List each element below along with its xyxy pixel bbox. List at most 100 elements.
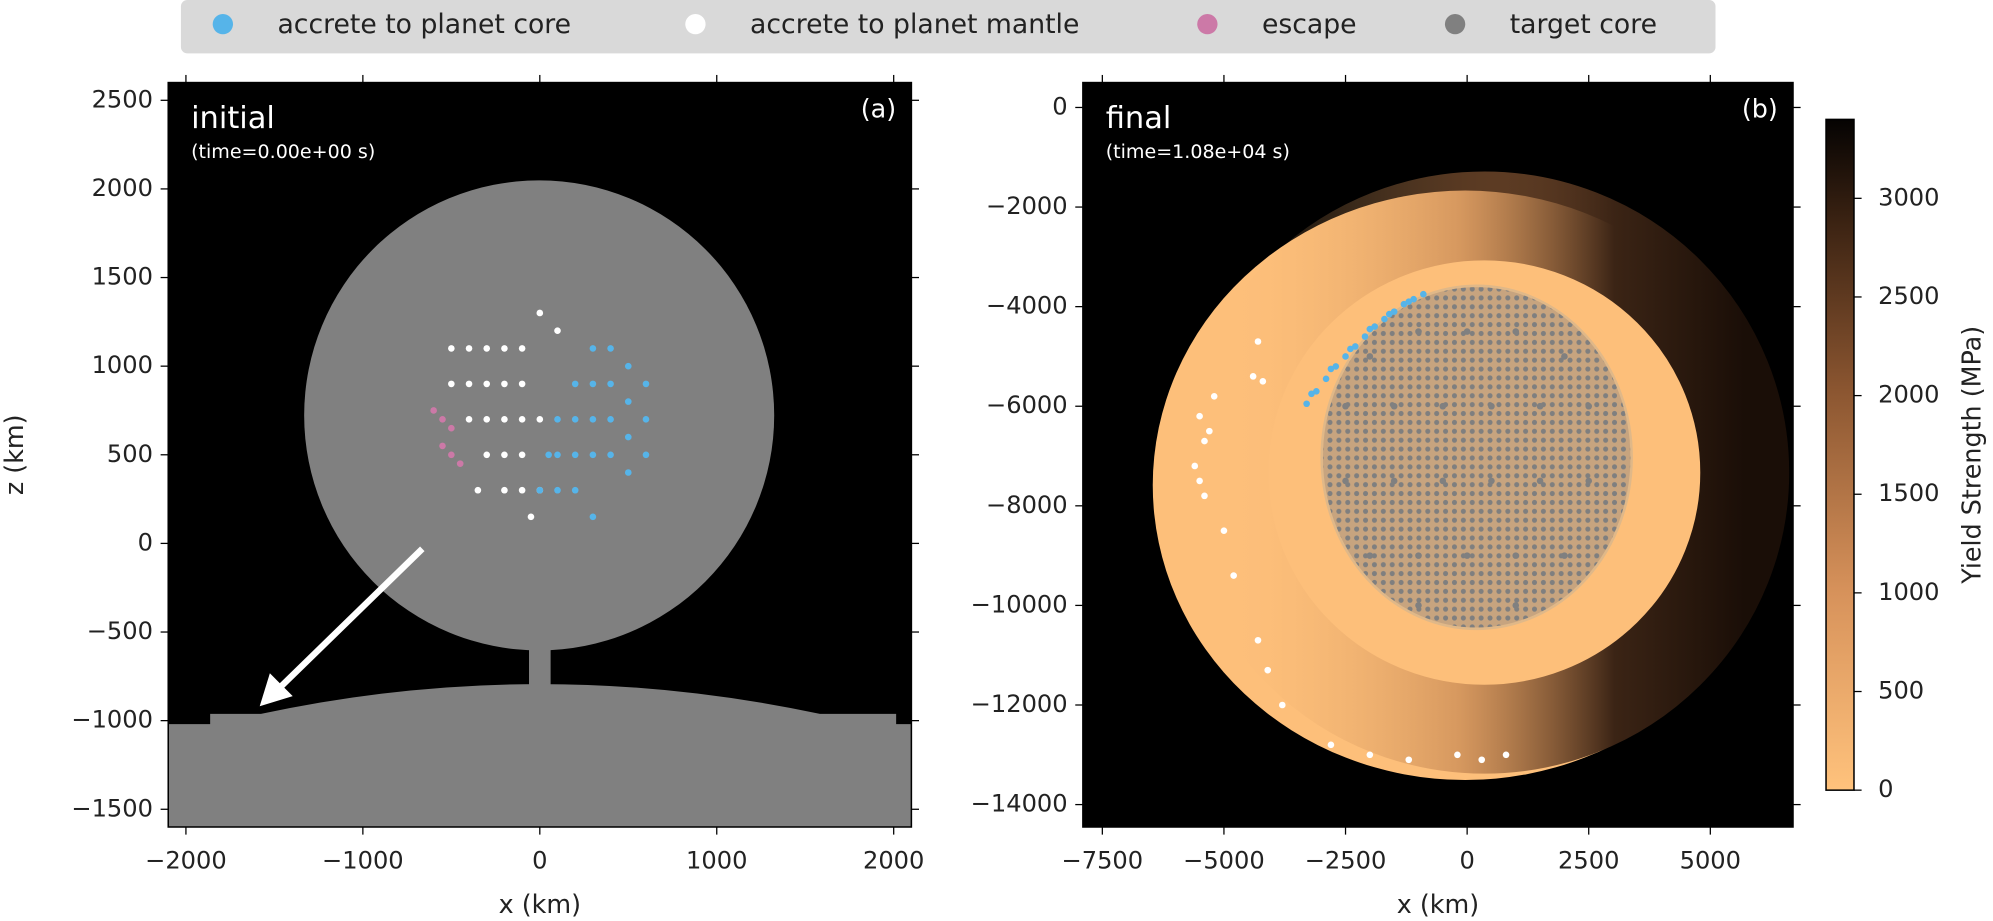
point bbox=[1561, 552, 1568, 559]
point bbox=[607, 416, 614, 423]
point bbox=[1371, 323, 1379, 330]
x-tick-label: −5000 bbox=[1183, 846, 1265, 874]
point bbox=[483, 380, 491, 388]
x-tick-label: 2500 bbox=[1558, 846, 1619, 874]
point bbox=[571, 486, 579, 494]
point bbox=[1512, 602, 1520, 609]
legend-label: accrete to planet mantle bbox=[750, 9, 1079, 40]
panel-b-field bbox=[1082, 82, 1794, 827]
point bbox=[518, 380, 526, 388]
point bbox=[1230, 572, 1237, 579]
point bbox=[1351, 343, 1359, 350]
point bbox=[527, 513, 535, 521]
legend-marker bbox=[1444, 13, 1466, 35]
point bbox=[518, 345, 526, 352]
y-tick-label: 500 bbox=[107, 440, 153, 468]
point bbox=[1366, 353, 1374, 360]
point bbox=[1488, 402, 1495, 410]
legend-label: escape bbox=[1262, 9, 1357, 40]
point bbox=[1327, 741, 1335, 749]
point bbox=[571, 416, 579, 423]
colorbar-tick-label: 2500 bbox=[1878, 282, 1939, 310]
point bbox=[624, 469, 632, 476]
point bbox=[1342, 353, 1349, 360]
point bbox=[607, 380, 614, 388]
y-tick-label: −8000 bbox=[986, 491, 1068, 519]
point bbox=[448, 451, 455, 459]
point bbox=[1366, 552, 1374, 559]
panel-subtitle: (time=0.00e+00 s) bbox=[191, 141, 375, 163]
point bbox=[571, 380, 579, 388]
y-tick-label: −1000 bbox=[71, 706, 153, 734]
point bbox=[1322, 375, 1330, 383]
point bbox=[1585, 402, 1593, 410]
point bbox=[607, 345, 614, 352]
panel-title: initial bbox=[191, 101, 275, 136]
y-tick-label: −10000 bbox=[971, 590, 1068, 618]
point bbox=[483, 345, 491, 352]
point bbox=[1366, 751, 1374, 759]
point bbox=[1463, 328, 1471, 335]
point bbox=[1439, 402, 1447, 410]
point bbox=[465, 345, 473, 352]
point bbox=[1390, 477, 1398, 485]
point bbox=[448, 380, 455, 388]
point bbox=[1390, 308, 1398, 315]
point bbox=[1415, 602, 1422, 609]
colorbar-tick-label: 2000 bbox=[1878, 381, 1939, 409]
colorbar-tick-label: 1500 bbox=[1878, 479, 1939, 507]
point bbox=[624, 362, 632, 370]
point bbox=[624, 398, 632, 405]
panel-tag: (a) bbox=[861, 94, 896, 124]
point bbox=[1390, 402, 1398, 410]
point bbox=[448, 424, 455, 432]
point bbox=[1585, 477, 1593, 485]
point bbox=[518, 451, 526, 459]
y-tick-label: 0 bbox=[1052, 92, 1067, 120]
colorbar-tick-label: 0 bbox=[1878, 775, 1893, 803]
point bbox=[536, 486, 544, 494]
panel-title: final bbox=[1106, 101, 1172, 136]
point bbox=[1415, 328, 1422, 335]
point bbox=[448, 345, 455, 352]
point bbox=[1332, 363, 1340, 370]
panel-tag: (b) bbox=[1742, 94, 1778, 124]
y-tick-label: −1500 bbox=[71, 794, 153, 822]
point bbox=[439, 442, 446, 450]
colorbar bbox=[1825, 118, 1855, 791]
point bbox=[439, 416, 446, 423]
point bbox=[1220, 527, 1228, 535]
point bbox=[1210, 392, 1218, 400]
legend-label: target core bbox=[1510, 9, 1657, 40]
plot-frame bbox=[1082, 81, 1794, 828]
y-tick-label: −500 bbox=[87, 617, 153, 645]
panel-subtitle: (time=1.08e+04 s) bbox=[1106, 141, 1290, 163]
point bbox=[501, 486, 508, 494]
x-axis-label: x (km) bbox=[499, 889, 581, 919]
point bbox=[1561, 353, 1568, 360]
point bbox=[1196, 477, 1203, 485]
point bbox=[1249, 373, 1257, 380]
point bbox=[1264, 666, 1272, 674]
point bbox=[1206, 427, 1213, 435]
point bbox=[1201, 437, 1208, 445]
y-tick-label: 2000 bbox=[92, 174, 153, 202]
point bbox=[1502, 751, 1510, 759]
point bbox=[642, 416, 650, 423]
y-tick-label: 1000 bbox=[92, 351, 153, 379]
point bbox=[642, 380, 650, 388]
point bbox=[1308, 390, 1315, 398]
point bbox=[1454, 751, 1461, 759]
point bbox=[1536, 477, 1544, 485]
point bbox=[1303, 400, 1310, 408]
point bbox=[642, 451, 650, 459]
point bbox=[589, 451, 597, 459]
point bbox=[571, 451, 579, 459]
point bbox=[1381, 315, 1388, 323]
colorbar-tick-label: 1000 bbox=[1878, 578, 1939, 606]
x-axis-label: x (km) bbox=[1397, 889, 1479, 919]
point bbox=[589, 416, 597, 423]
point bbox=[1259, 378, 1267, 385]
point bbox=[1342, 477, 1349, 485]
